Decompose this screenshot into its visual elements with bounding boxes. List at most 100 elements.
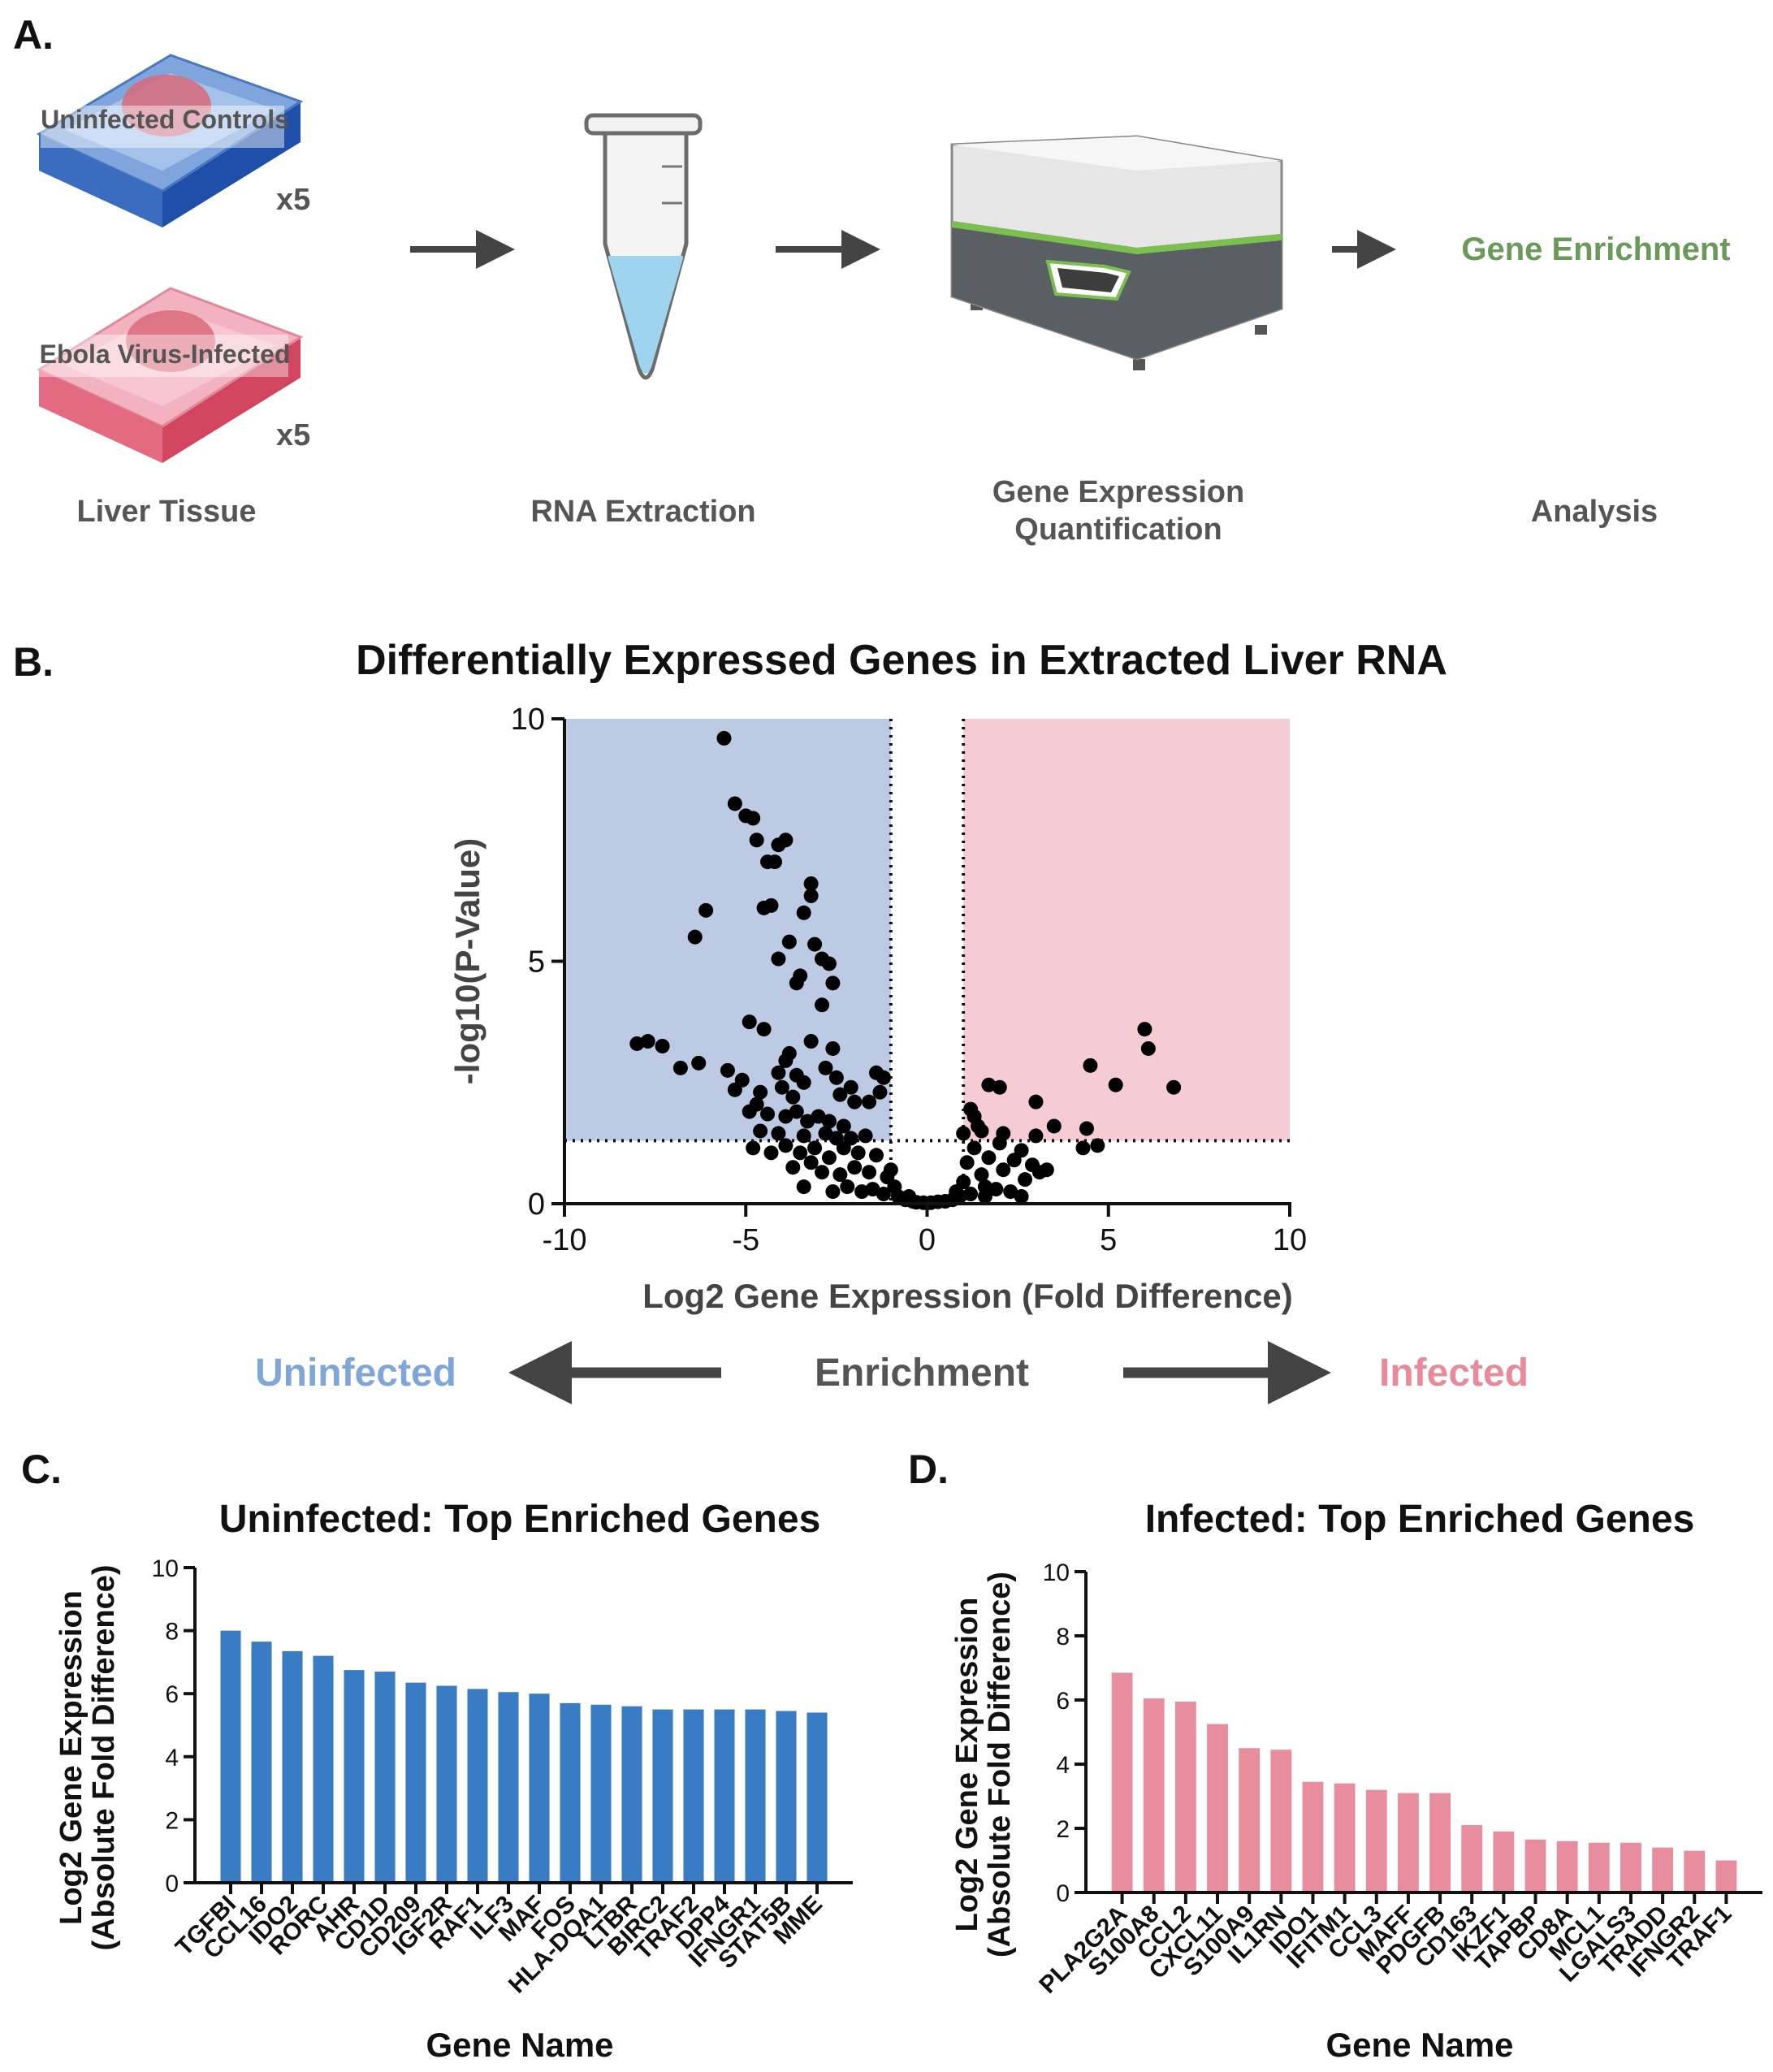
infected-title: Infected: Top Enriched Genes xyxy=(1145,1498,1695,1541)
uninfected-bar xyxy=(745,1709,766,1883)
data-point xyxy=(1018,1172,1033,1187)
data-point xyxy=(753,1084,768,1100)
data-point xyxy=(778,1053,794,1068)
step-gene-expression: Gene Expression xyxy=(992,475,1244,509)
data-point xyxy=(749,1097,764,1112)
uninfected-bar xyxy=(405,1682,426,1883)
data-point xyxy=(1166,1079,1182,1095)
uninfected-bar xyxy=(251,1642,272,1883)
data-point xyxy=(1014,1143,1029,1158)
x-tick-label: 10 xyxy=(1273,1223,1307,1257)
uninfected-bar xyxy=(621,1706,642,1883)
uninfected-bar xyxy=(313,1655,334,1883)
data-point xyxy=(949,1184,964,1200)
uninfected-bar xyxy=(467,1689,488,1883)
data-point xyxy=(825,975,841,991)
volcano-title: Differentially Expressed Genes in Extrac… xyxy=(356,637,1447,684)
x-tick-label: -5 xyxy=(732,1223,759,1257)
data-point xyxy=(959,1155,975,1170)
y-tick-label: 10 xyxy=(1043,1559,1070,1586)
infected-bar xyxy=(1365,1789,1387,1892)
data-point xyxy=(763,1145,779,1161)
data-point xyxy=(756,1022,772,1037)
data-point xyxy=(749,833,764,848)
uninfected-bar xyxy=(806,1712,828,1883)
infected-bar xyxy=(1302,1781,1324,1892)
data-point xyxy=(1024,1157,1040,1173)
data-point xyxy=(836,1118,851,1134)
data-point xyxy=(778,1109,794,1124)
infected-bar xyxy=(1652,1847,1674,1892)
data-point xyxy=(803,888,819,903)
uninfected-bar xyxy=(374,1672,396,1883)
data-point xyxy=(778,833,794,848)
infected-bar xyxy=(1620,1842,1641,1892)
data-point xyxy=(774,1079,789,1095)
data-point xyxy=(698,902,714,918)
data-point xyxy=(796,1179,811,1195)
y-tick-label: 8 xyxy=(165,1619,179,1646)
data-point xyxy=(821,1114,837,1129)
data-point xyxy=(876,1187,891,1202)
data-point xyxy=(847,1094,863,1110)
y-tick-label: 4 xyxy=(1056,1752,1070,1779)
microcentrifuge-tube-icon xyxy=(584,113,703,380)
data-point xyxy=(862,1165,877,1180)
y-tick-label: 2 xyxy=(165,1807,179,1834)
data-point xyxy=(1079,1121,1094,1136)
x-axis-title: Log2 Gene Expression (Fold Difference) xyxy=(642,1277,1292,1315)
qpcr-machine-icon xyxy=(950,135,1283,370)
uninfected-bar xyxy=(436,1685,457,1883)
data-point xyxy=(825,1040,841,1056)
data-point xyxy=(902,1189,917,1205)
uninfected-bar xyxy=(529,1694,550,1883)
data-point xyxy=(1028,1094,1044,1110)
infected-bar xyxy=(1143,1698,1165,1892)
data-point xyxy=(981,1077,997,1092)
data-point xyxy=(868,1148,884,1163)
y-tick-label: 0 xyxy=(528,1187,545,1222)
data-point xyxy=(1137,1022,1152,1037)
data-point xyxy=(785,1089,801,1105)
data-point xyxy=(1083,1058,1098,1073)
uninfected-tissue-block-icon xyxy=(36,54,304,227)
data-point xyxy=(854,1184,870,1200)
data-point xyxy=(781,934,797,949)
data-point xyxy=(789,1067,804,1083)
data-point xyxy=(1140,1040,1156,1056)
uninfected-sample-count: x5 xyxy=(276,183,310,217)
data-point xyxy=(821,956,837,971)
panel-label-b: B. xyxy=(13,639,54,685)
data-point xyxy=(785,1160,801,1175)
data-point xyxy=(734,1072,750,1088)
infected-bar xyxy=(1429,1793,1451,1892)
step-analysis: Analysis xyxy=(1531,495,1658,529)
data-point xyxy=(974,1167,989,1183)
infected-bar xyxy=(1556,1841,1578,1892)
data-point xyxy=(963,1187,979,1202)
data-point xyxy=(832,1167,848,1183)
data-point xyxy=(967,1140,982,1156)
infected-bar xyxy=(1493,1831,1515,1892)
data-point xyxy=(807,1140,823,1156)
data-point xyxy=(742,1014,757,1030)
uninfected-bar xyxy=(220,1630,241,1883)
step-liver-tissue: Liver Tissue xyxy=(76,495,256,529)
data-point xyxy=(727,796,742,811)
x-tick-label: -10 xyxy=(543,1223,587,1257)
data-point xyxy=(796,1128,811,1144)
enrichment-uninfected-label: Uninfected xyxy=(255,1352,456,1395)
data-point xyxy=(771,951,786,967)
y-tick-label: 10 xyxy=(152,1555,179,1582)
step-rna-extraction: RNA Extraction xyxy=(530,495,755,529)
infected-bar xyxy=(1334,1783,1356,1892)
data-point xyxy=(974,1123,989,1139)
uninfected-bar xyxy=(776,1711,797,1883)
infected-x-axis-title: Gene Name xyxy=(1325,2026,1513,2064)
x-tick-label: 5 xyxy=(1100,1223,1117,1257)
data-point xyxy=(876,1070,891,1085)
data-point xyxy=(672,1060,688,1075)
data-point xyxy=(767,854,782,870)
data-point xyxy=(862,1094,877,1110)
infected-bar-chart: Infected: Top Enriched GenesPLA2G2AS100A… xyxy=(950,1498,1762,2064)
